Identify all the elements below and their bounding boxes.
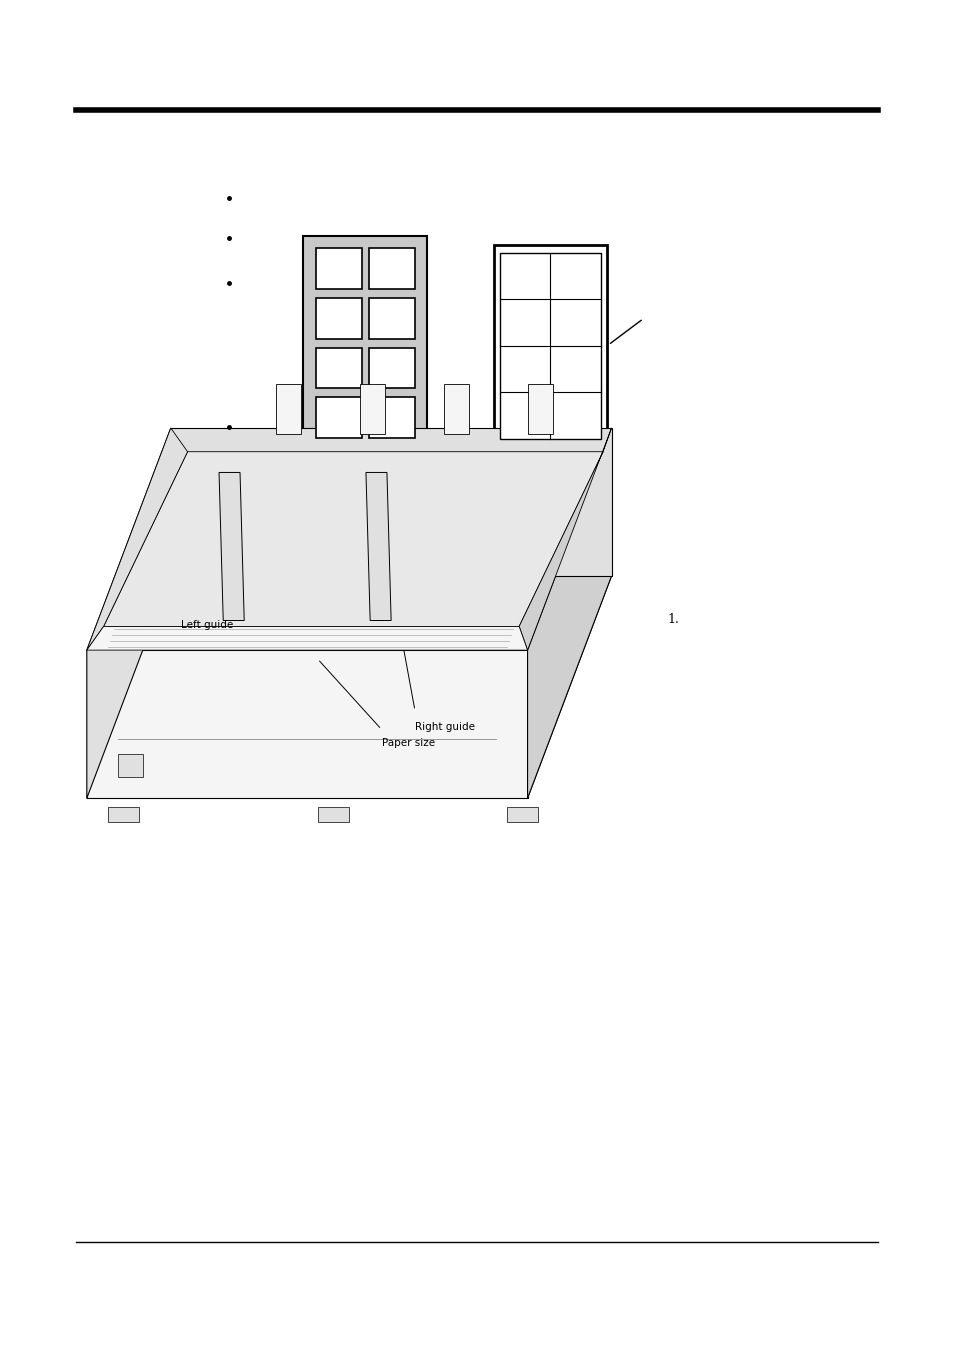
Polygon shape <box>518 428 611 650</box>
Bar <box>315 249 361 289</box>
Polygon shape <box>108 808 139 822</box>
Polygon shape <box>219 472 244 621</box>
Bar <box>315 397 361 437</box>
Bar <box>499 253 600 439</box>
Polygon shape <box>317 808 349 822</box>
Bar <box>315 347 361 389</box>
Polygon shape <box>527 384 552 433</box>
Bar <box>369 249 415 289</box>
Polygon shape <box>527 428 611 798</box>
Text: Paper size: Paper size <box>381 738 435 748</box>
Polygon shape <box>104 452 602 626</box>
Polygon shape <box>118 754 143 778</box>
Polygon shape <box>366 472 391 621</box>
Polygon shape <box>506 808 537 822</box>
Polygon shape <box>87 626 527 650</box>
Bar <box>315 297 361 339</box>
Polygon shape <box>275 384 300 433</box>
Bar <box>369 347 415 389</box>
Bar <box>369 397 415 437</box>
Polygon shape <box>443 384 468 433</box>
Polygon shape <box>171 428 611 576</box>
Polygon shape <box>87 428 188 650</box>
Text: 1.: 1. <box>667 612 679 626</box>
Bar <box>369 297 415 339</box>
Polygon shape <box>359 384 384 433</box>
Text: Right guide: Right guide <box>415 721 475 732</box>
Bar <box>494 245 606 447</box>
Polygon shape <box>87 650 527 798</box>
Text: Left guide: Left guide <box>181 619 233 630</box>
Bar <box>303 236 427 451</box>
Polygon shape <box>87 576 611 798</box>
Polygon shape <box>87 428 171 798</box>
